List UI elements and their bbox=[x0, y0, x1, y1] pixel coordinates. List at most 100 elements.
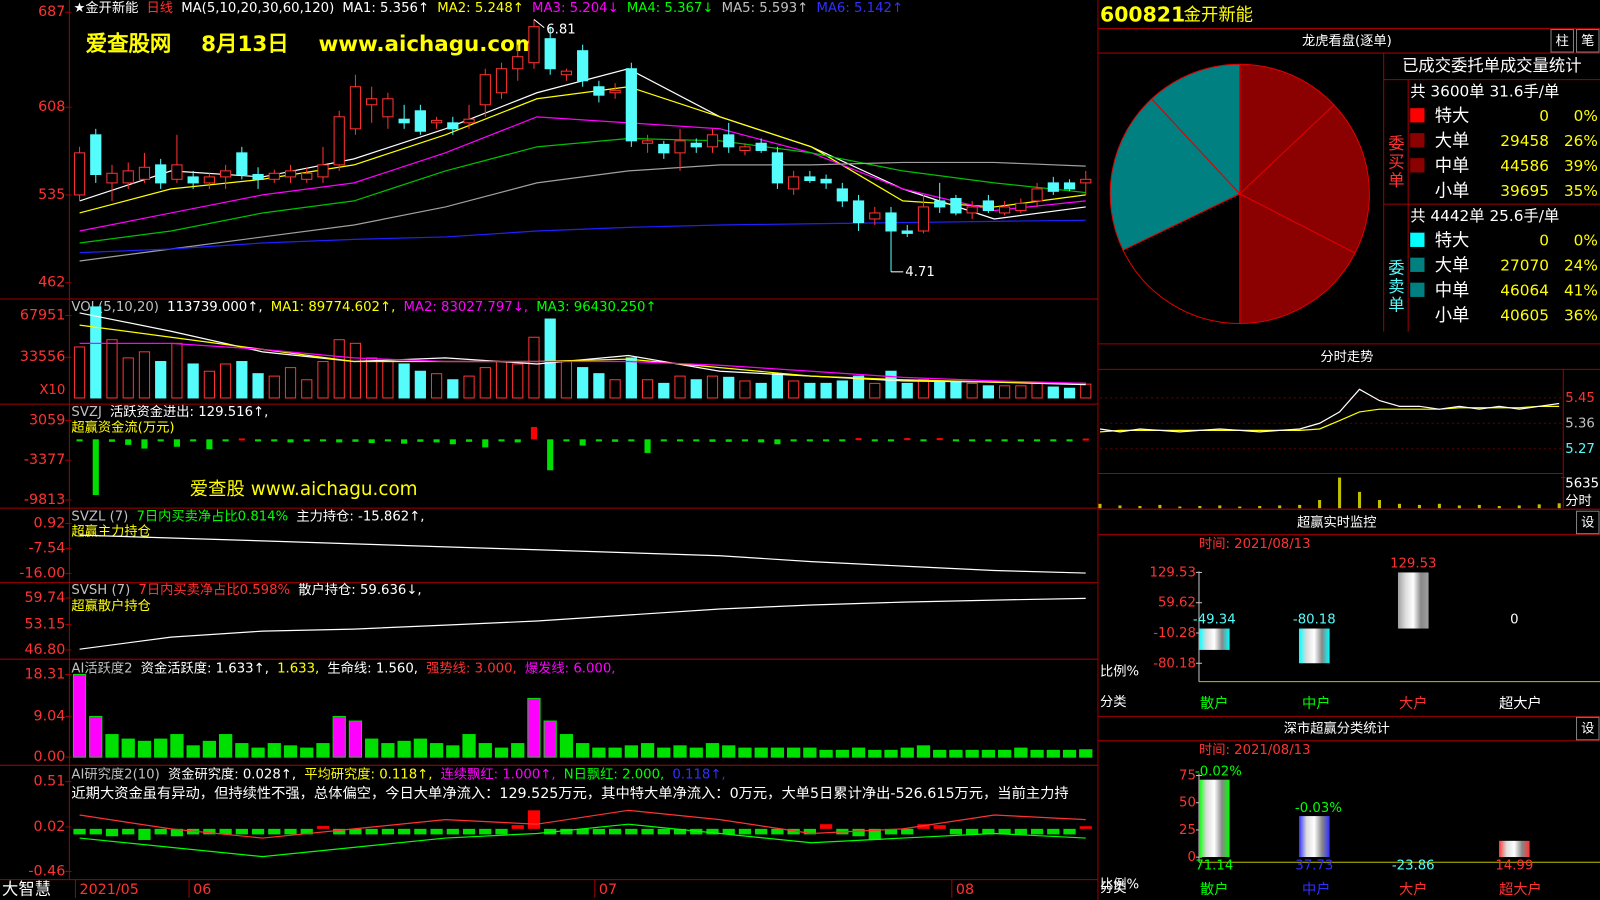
flow-bar bbox=[530, 426, 538, 440]
y-tick-label: 67951 bbox=[20, 307, 65, 323]
research-bar bbox=[300, 828, 313, 835]
candle-body bbox=[1047, 182, 1059, 192]
activity-bar bbox=[202, 740, 217, 758]
activity-bar bbox=[494, 747, 509, 758]
y-tick-label: 5635 bbox=[1565, 477, 1599, 492]
indicator-header: AI研究度2(10) 资金研究度: 0.028↑, 平均研究度: 0.118↑, 连续… bbox=[71, 766, 725, 782]
research-bar bbox=[414, 828, 427, 835]
flow-bar bbox=[141, 439, 148, 449]
header-segment: 0.118↑, bbox=[672, 767, 725, 782]
candle-body bbox=[73, 152, 86, 196]
research-bar bbox=[722, 828, 735, 835]
x-tick-label: 2021/05 bbox=[80, 882, 139, 898]
volume-bar bbox=[398, 363, 410, 399]
research-bar bbox=[479, 828, 492, 835]
header-segment: MA1: 5.356↑ bbox=[342, 1, 429, 16]
flow-bar bbox=[547, 439, 554, 471]
flow-bar bbox=[433, 439, 440, 443]
header-segment: SVZJ bbox=[71, 405, 101, 420]
candle-body bbox=[317, 164, 329, 178]
button[interactable] bbox=[1576, 29, 1600, 53]
button[interactable] bbox=[1576, 716, 1600, 741]
activity-bar bbox=[218, 734, 233, 758]
candle-body bbox=[122, 170, 134, 184]
volume-bar bbox=[236, 361, 248, 399]
research-bar bbox=[625, 828, 638, 835]
category-label: 超大户 bbox=[1499, 881, 1542, 898]
volume-bar bbox=[1080, 383, 1092, 399]
y-tick-label: 0 bbox=[1187, 850, 1195, 865]
candle-body bbox=[1031, 188, 1043, 202]
research-bar bbox=[901, 828, 914, 835]
value-label: 37.73 bbox=[1295, 858, 1333, 873]
y-tick-label: 0.00 bbox=[34, 749, 66, 765]
volume-bar bbox=[852, 375, 865, 399]
high-annotation: 6.81 bbox=[546, 23, 576, 38]
activity-bar bbox=[640, 743, 655, 758]
research-bar bbox=[1014, 828, 1027, 835]
volume-bar bbox=[982, 385, 994, 399]
research-bar bbox=[511, 825, 524, 829]
volume-bar bbox=[950, 381, 962, 399]
flow-bar bbox=[920, 439, 927, 442]
candle-body bbox=[236, 152, 248, 176]
activity-bar bbox=[673, 745, 687, 758]
bar bbox=[1198, 779, 1230, 858]
research-bar bbox=[933, 825, 946, 829]
research-bar bbox=[755, 828, 768, 835]
candle-body bbox=[106, 172, 118, 184]
candle-body bbox=[138, 166, 151, 180]
holding-line bbox=[79, 534, 1086, 574]
candle-body bbox=[1015, 202, 1027, 212]
button[interactable] bbox=[1576, 510, 1600, 535]
moving-average bbox=[79, 137, 1086, 244]
annotation-line bbox=[533, 19, 545, 29]
flow-bar bbox=[190, 439, 197, 442]
flow-bar bbox=[693, 439, 700, 442]
research-bar bbox=[203, 828, 216, 835]
volume-average bbox=[79, 342, 1086, 384]
volume-bar bbox=[788, 380, 800, 399]
activity-bar bbox=[316, 743, 330, 758]
activity-bar bbox=[949, 749, 963, 758]
research-bar bbox=[170, 828, 184, 837]
volume-bar bbox=[430, 373, 443, 399]
flow-bar bbox=[92, 439, 99, 495]
button-label[interactable]: 柱 bbox=[1556, 33, 1569, 49]
activity-bar bbox=[803, 747, 817, 758]
button-label[interactable]: 笔 bbox=[1581, 33, 1594, 49]
activity-bar bbox=[267, 743, 281, 758]
volume-bar bbox=[122, 357, 134, 399]
button-label[interactable]: 设 bbox=[1581, 514, 1594, 530]
research-bar bbox=[381, 828, 395, 835]
research-bar bbox=[430, 828, 443, 835]
research-bar bbox=[917, 824, 930, 829]
candle-body bbox=[155, 164, 167, 184]
row-name: 大单 bbox=[1435, 256, 1470, 276]
header-segment: 1.633, bbox=[277, 661, 319, 676]
volume-bar bbox=[203, 370, 215, 399]
pie-slice bbox=[1239, 193, 1356, 324]
header-segment: ★金开新能 bbox=[73, 0, 138, 16]
research-bar bbox=[333, 828, 346, 835]
activity-bar bbox=[251, 747, 265, 758]
research-bar bbox=[560, 828, 573, 835]
activity-bar bbox=[429, 743, 444, 758]
row-name: 特大 bbox=[1435, 231, 1470, 251]
button-label[interactable]: 设 bbox=[1581, 721, 1594, 737]
row-pct: 0% bbox=[1574, 231, 1598, 249]
moving-average bbox=[79, 161, 1086, 262]
y-tick-label: 46.80 bbox=[24, 642, 65, 658]
row-volume: 27070 bbox=[1500, 256, 1549, 274]
pie-slice bbox=[1122, 193, 1241, 324]
button[interactable] bbox=[1550, 29, 1574, 53]
candle-body bbox=[609, 89, 621, 94]
research-bar bbox=[1079, 826, 1092, 829]
candle-body bbox=[512, 56, 524, 70]
activity-bar bbox=[689, 747, 703, 758]
candle-body bbox=[203, 176, 215, 184]
flow-bar bbox=[108, 439, 116, 442]
research-bar bbox=[398, 828, 411, 835]
header-segment: 7日内买卖净占比0.598% bbox=[138, 582, 290, 598]
flow-bar bbox=[287, 439, 294, 443]
